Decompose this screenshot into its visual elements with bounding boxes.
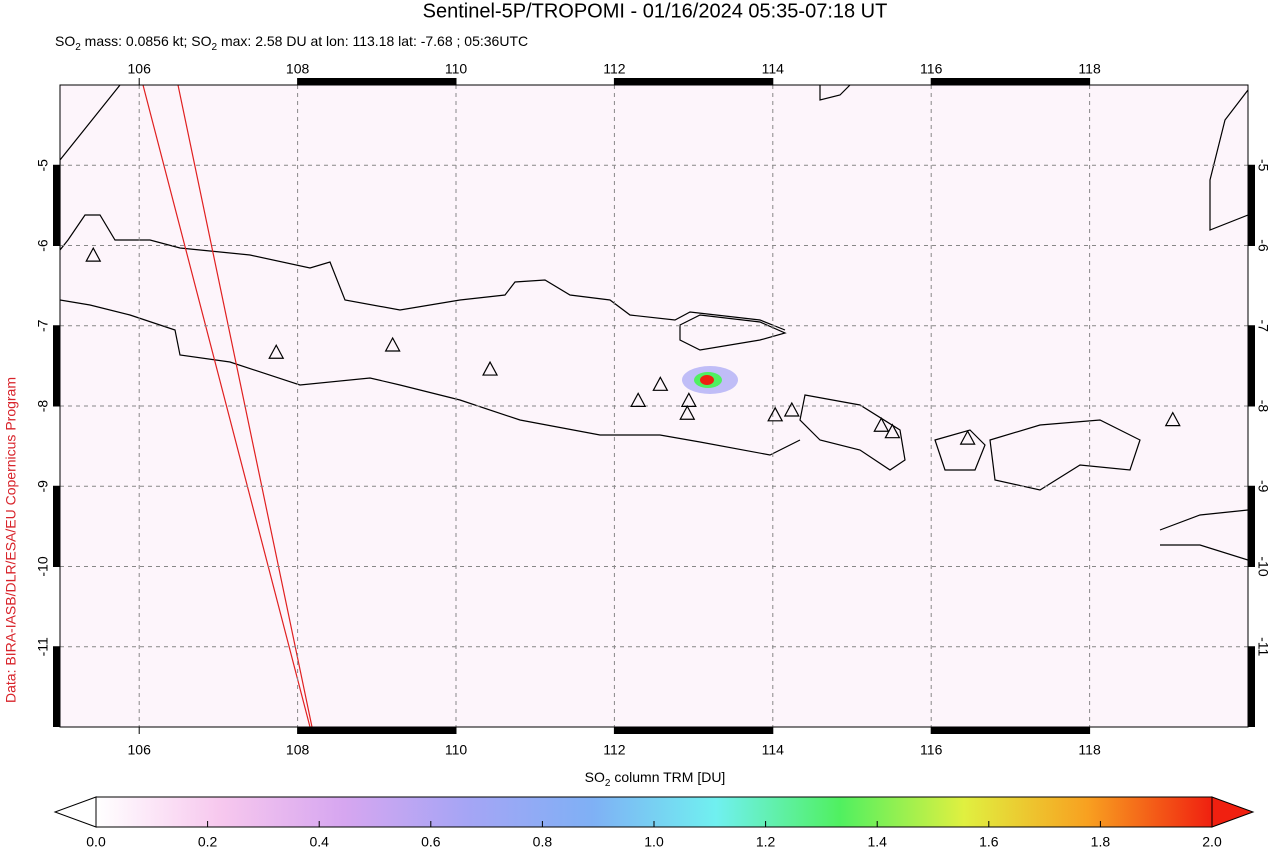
y-tick-label: -10: [1255, 556, 1271, 576]
border-bar: [53, 165, 60, 246]
x-tick-label: 106: [128, 61, 152, 77]
border-bar: [53, 646, 60, 727]
subscript: 2: [212, 42, 218, 53]
x-tick-label: 118: [1078, 61, 1101, 77]
x-tick-label: 116: [920, 742, 943, 758]
y-tick-label: -9: [35, 480, 51, 493]
colorbar-tick-label: 1.4: [867, 834, 887, 850]
volcano: [482, 360, 499, 376]
volcano: [767, 406, 784, 422]
colorbar-under: [53, 796, 97, 828]
volcano: [630, 392, 647, 407]
border-bar: [53, 325, 60, 406]
border-bar: [1248, 325, 1255, 406]
text-part: column TRM [DU]: [610, 769, 725, 785]
y-tick-label: -9: [1255, 480, 1271, 493]
volcano: [384, 336, 401, 352]
colorbar-tick-label: 0.8: [533, 834, 553, 850]
colorbar-tick-label: 1.2: [756, 834, 776, 850]
y-tick-label: -5: [1255, 159, 1271, 172]
border-bar: [1248, 165, 1255, 246]
credit: Data: BIRA-IASB/DLR/ESA/EU Copernicus Pr…: [3, 377, 19, 703]
border-bar: [614, 78, 773, 85]
text-part: mass: 0.0856 kt; SO: [81, 33, 212, 49]
border-bar: [1248, 486, 1255, 567]
x-tick-label: 116: [920, 61, 943, 77]
coastline: [60, 299, 801, 456]
x-tick-label: 108: [286, 742, 310, 758]
text-part: max: 2.58 DU at lon: 113.18 lat: -7.68 ;…: [217, 33, 528, 49]
y-tick-label: -5: [35, 159, 51, 172]
x-tick-label: 112: [603, 61, 626, 77]
subscript: 2: [605, 778, 611, 789]
coastline: [819, 85, 1248, 561]
x-tick-label: 108: [286, 61, 310, 77]
colorbar-tick-label: 0.2: [198, 834, 218, 850]
volcano: [1164, 411, 1181, 427]
y-tick-label: -11: [1255, 637, 1271, 656]
colorbar-label: SO2 column TRM [DU]: [585, 769, 726, 789]
subtitle: SO2 mass: 0.0856 kt; SO2 max: 2.58 DU at…: [55, 33, 528, 53]
text-part: SO: [585, 769, 605, 785]
colorbar-tick-label: 2.0: [1202, 834, 1222, 850]
volcano: [959, 429, 976, 445]
colorbar-over: [1211, 796, 1255, 828]
border-bar: [931, 78, 1090, 85]
y-tick-label: -11: [35, 637, 51, 656]
map-frame: [59, 84, 1249, 728]
colorbar-tick-label: 0.0: [86, 834, 106, 850]
y-tick-label: -6: [35, 239, 51, 252]
volcano: [783, 401, 800, 417]
volcano: [652, 376, 669, 391]
x-tick-label: 114: [762, 742, 785, 758]
border-bar: [297, 78, 456, 85]
axes: [53, 78, 1255, 734]
border-bar: [297, 727, 456, 734]
colorbar-tick-label: 1.8: [1091, 834, 1111, 850]
y-tick-label: -7: [1255, 320, 1271, 333]
coastline: [799, 394, 906, 471]
x-tick-label: 110: [445, 742, 468, 758]
border-bar: [1248, 646, 1255, 727]
coastline: [934, 429, 986, 471]
x-tick-label: 110: [445, 61, 468, 77]
volcano: [679, 404, 696, 420]
colorbar-tick-label: 1.6: [979, 834, 999, 850]
so2-plume: [700, 375, 714, 385]
coastline: [989, 419, 1141, 491]
y-tick-label: -7: [35, 319, 51, 332]
colorbar-tick-label: 1.0: [644, 834, 664, 850]
title: Sentinel-5P/TROPOMI - 01/16/2024 05:35-0…: [423, 0, 888, 22]
y-tick-label: -6: [1255, 239, 1271, 252]
x-tick-label: 114: [762, 61, 785, 77]
colorbar-tick-label: 0.4: [309, 834, 329, 850]
x-tick-label: 112: [603, 742, 626, 758]
border-bar: [614, 727, 773, 734]
coastline: [60, 85, 786, 331]
volcano: [680, 392, 697, 407]
y-tick-label: -10: [35, 556, 51, 576]
x-tick-label: 106: [128, 742, 152, 758]
text-part: SO: [55, 33, 75, 49]
subscript: 2: [75, 42, 81, 53]
border-bar: [53, 486, 60, 567]
x-tick-label: 118: [1078, 742, 1101, 758]
y-tick-label: -8: [35, 400, 51, 413]
y-tick-label: -8: [1255, 400, 1271, 413]
colorbar-tick-label: 0.6: [421, 834, 441, 850]
volcano: [873, 416, 890, 432]
border-bar: [931, 727, 1090, 734]
volcano: [268, 343, 285, 359]
volcano: [85, 246, 102, 262]
volcano: [884, 423, 901, 439]
